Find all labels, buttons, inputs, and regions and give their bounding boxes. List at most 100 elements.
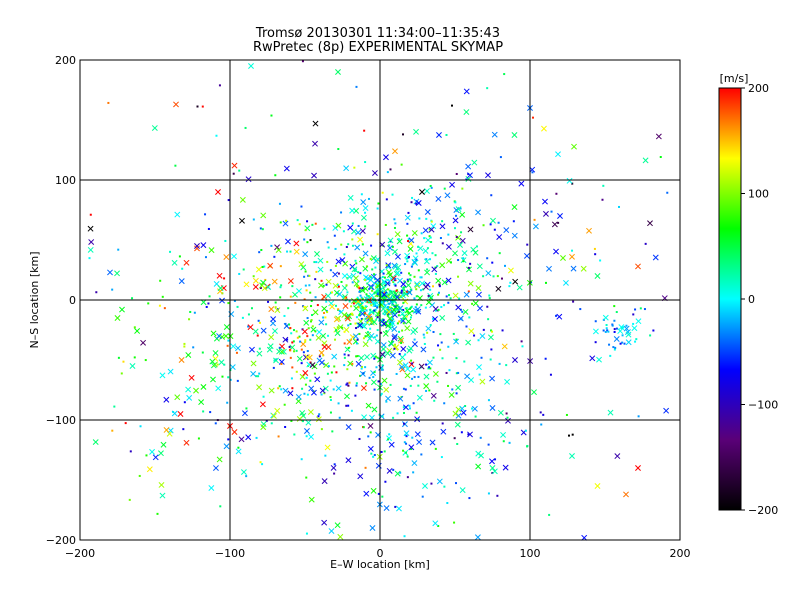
scatter-point <box>571 143 577 150</box>
scatter-point <box>370 379 377 386</box>
scatter-point <box>375 334 378 337</box>
scatter-point <box>377 202 380 205</box>
scatter-point <box>375 462 382 469</box>
scatter-point <box>371 406 378 413</box>
scatter-point <box>282 220 289 227</box>
scatter-point <box>455 236 458 239</box>
colorbar-tick-label: −100 <box>748 399 778 412</box>
scatter-point <box>317 257 324 264</box>
scatter-point <box>304 354 311 361</box>
scatter-point <box>252 277 259 284</box>
scatter-point <box>384 480 387 483</box>
grid-lines <box>80 60 680 540</box>
scatter-point <box>471 405 478 412</box>
scatter-point <box>280 284 283 287</box>
scatter-point <box>376 207 379 210</box>
scatter-point <box>321 298 324 301</box>
scatter-point <box>455 372 458 375</box>
scatter-point <box>146 466 153 473</box>
scatter-point <box>244 126 247 129</box>
scatter-point <box>635 318 642 325</box>
scatter-point <box>497 221 500 224</box>
scatter-point <box>555 192 558 195</box>
scatter-point <box>274 407 281 414</box>
scatter-point <box>405 257 408 260</box>
scatter-point <box>479 436 482 439</box>
scatter-point <box>226 344 229 347</box>
scatter-point <box>423 342 426 345</box>
scatter-point <box>261 265 264 268</box>
scatter-point <box>189 310 192 313</box>
scatter-point <box>485 270 492 277</box>
scatter-point <box>422 483 428 489</box>
scatter-point <box>371 319 378 326</box>
scatter-point <box>376 292 379 295</box>
scatter-point <box>427 292 434 299</box>
scatter-point <box>227 438 230 441</box>
scatter-point <box>405 435 408 438</box>
scatter-point <box>314 251 320 257</box>
scatter-point <box>395 289 398 292</box>
scatter-point <box>508 285 511 288</box>
scatter-point <box>358 332 361 335</box>
scatter-point <box>625 331 632 338</box>
scatter-point <box>392 280 395 283</box>
scatter-point <box>406 347 413 354</box>
scatter-point <box>424 188 430 194</box>
scatter-point <box>324 316 327 319</box>
scatter-point <box>111 429 114 432</box>
scatter-point <box>332 282 339 289</box>
scatter-point <box>355 262 358 265</box>
scatter-point <box>329 291 332 294</box>
scatter-point <box>424 306 427 309</box>
scatter-point <box>387 288 390 291</box>
scatter-point <box>236 379 239 382</box>
scatter-point <box>382 300 385 303</box>
scatter-point <box>434 266 437 269</box>
scatter-point <box>491 131 498 138</box>
scatter-point <box>309 291 312 294</box>
scatter-point <box>298 335 301 338</box>
scatter-point <box>373 357 376 360</box>
scatter-point <box>402 322 405 325</box>
scatter-point <box>381 278 388 285</box>
scatter-point <box>396 322 399 325</box>
scatter-point <box>337 317 340 320</box>
scatter-points <box>87 60 670 541</box>
scatter-point <box>486 87 489 90</box>
scatter-point <box>396 359 403 366</box>
scatter-point <box>521 345 524 348</box>
scatter-point <box>380 301 383 304</box>
scatter-point <box>456 442 459 445</box>
scatter-point <box>193 387 199 394</box>
scatter-point <box>472 249 479 256</box>
scatter-point <box>163 427 170 433</box>
scatter-point <box>488 334 494 341</box>
scatter-point <box>335 329 338 332</box>
scatter-point <box>355 342 358 345</box>
scatter-point <box>287 278 294 284</box>
scatter-point <box>407 255 410 258</box>
scatter-point <box>370 244 373 247</box>
scatter-point <box>429 439 436 446</box>
scatter-point <box>594 483 601 489</box>
scatter-point <box>438 285 441 288</box>
scatter-point <box>329 411 332 414</box>
scatter-point <box>347 224 354 231</box>
scatter-point <box>273 359 276 362</box>
scatter-point <box>632 313 635 316</box>
scatter-point <box>496 275 499 278</box>
scatter-point <box>437 344 440 347</box>
colorbar-tick-label: 200 <box>748 82 769 95</box>
scatter-point <box>308 385 315 392</box>
scatter-point <box>252 328 259 335</box>
scatter-point <box>465 325 468 328</box>
scatter-point <box>607 330 610 333</box>
scatter-point <box>379 324 382 327</box>
scatter-point <box>345 457 352 464</box>
scatter-point <box>557 221 560 224</box>
scatter-point <box>374 277 381 284</box>
scatter-point <box>355 384 358 387</box>
scatter-point <box>482 224 485 227</box>
scatter-point <box>637 415 640 418</box>
